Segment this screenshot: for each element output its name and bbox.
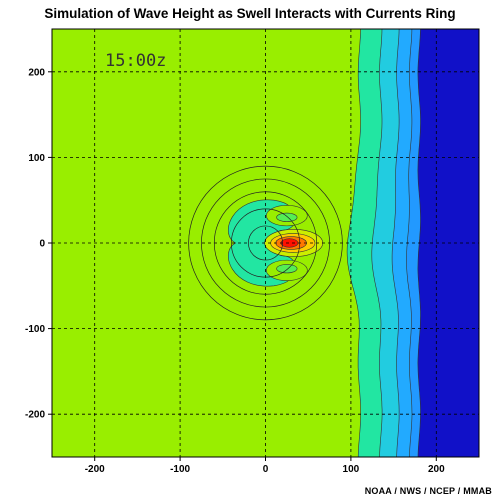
tick-label-x--200: -200 [85, 464, 105, 475]
tick-label-x-200: 200 [428, 464, 445, 475]
current-ring [188, 165, 343, 321]
ring-circle-5 [188, 165, 343, 321]
tick-label-y-200: 200 [28, 67, 45, 78]
tick-label-y--200: -200 [25, 410, 45, 421]
peak-contour-1 [280, 238, 299, 248]
tick-label-x-0: 0 [263, 464, 269, 475]
tick-label-x-100: 100 [343, 464, 360, 475]
grid [52, 29, 479, 457]
axis-ticks: -200 -100 0 100 200 -200 -100 0 100 200 [25, 67, 445, 475]
tick-label-y--100: -100 [25, 324, 45, 335]
reduced-core-north [276, 212, 298, 222]
chart-title: Simulation of Wave Height as Swell Inter… [44, 6, 456, 21]
tick-label-y-0: 0 [39, 239, 45, 250]
ring-circle-3 [213, 191, 318, 295]
tick-label-x--100: -100 [170, 464, 190, 475]
time-annotation: 15:00z [105, 51, 166, 71]
credit-text: NOAA / NWS / NCEP / MMAB [364, 486, 492, 496]
reduced-core-south [276, 264, 298, 274]
ring-circle-4 [201, 178, 330, 308]
ring-circle-2 [230, 208, 301, 278]
tick-label-y-100: 100 [28, 153, 45, 164]
ring-circle-1 [248, 225, 283, 261]
